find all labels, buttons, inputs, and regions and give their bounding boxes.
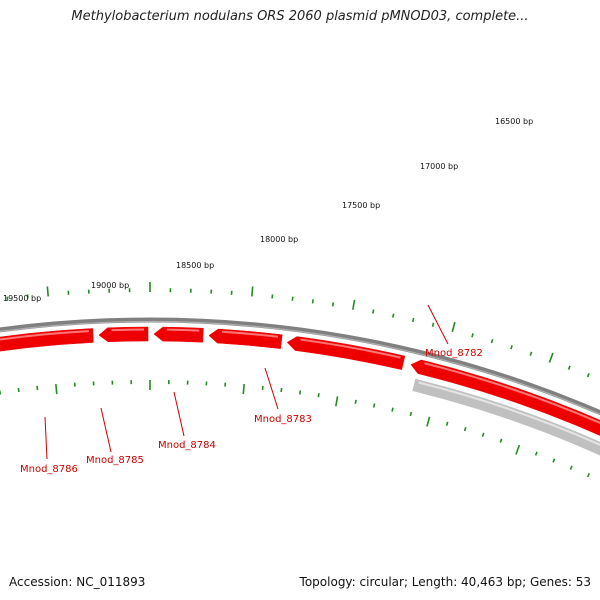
map-title: Methylobacterium nodulans ORS 2060 plasm… [71, 9, 529, 24]
scale-ticks [0, 282, 591, 478]
gene-arrow-mnod_8784[interactable] [208, 328, 283, 349]
gene-label-mnod_8785[interactable]: Mnod_8785 [86, 455, 144, 466]
gene-leader-line [44, 416, 48, 460]
gene-arrow-8787[interactable] [0, 328, 94, 356]
scale-label: 18000 bp [260, 235, 298, 244]
backbone-highlight [0, 320, 600, 415]
scale-label: 19500 bp [3, 294, 41, 303]
scale-label: 17000 bp [420, 162, 458, 171]
gene-arrow-mnod_8782[interactable] [410, 359, 600, 468]
gene-label-mnod_8783[interactable]: Mnod_8783 [254, 414, 312, 425]
gene-label-mnod_8782[interactable]: Mnod_8782 [425, 348, 483, 359]
gene-leader-line [173, 391, 185, 437]
pseudogene-band[interactable] [412, 378, 600, 490]
gene-leader-line [100, 407, 112, 453]
gene-label-mnod_8786[interactable]: Mnod_8786 [20, 464, 78, 475]
gene-arrow-mnod_8786[interactable] [98, 326, 149, 343]
accession-text: Accession: NC_011893 [9, 575, 146, 589]
gene-label-mnod_8784[interactable]: Mnod_8784 [158, 440, 216, 451]
gene-arrow-mnod_8785[interactable] [153, 326, 204, 343]
summary-text: Topology: circular; Length: 40,463 bp; G… [299, 575, 591, 589]
scale-label: 18500 bp [176, 261, 214, 270]
scale-label: 16500 bp [495, 117, 533, 126]
gene-leader-line [427, 304, 449, 345]
scale-label: 19000 bp [91, 281, 129, 290]
backbone-ring [0, 317, 600, 416]
gene-arrow-mnod_8783[interactable] [286, 336, 406, 370]
gene-leader-line [264, 367, 279, 410]
scale-label: 17500 bp [342, 201, 380, 210]
